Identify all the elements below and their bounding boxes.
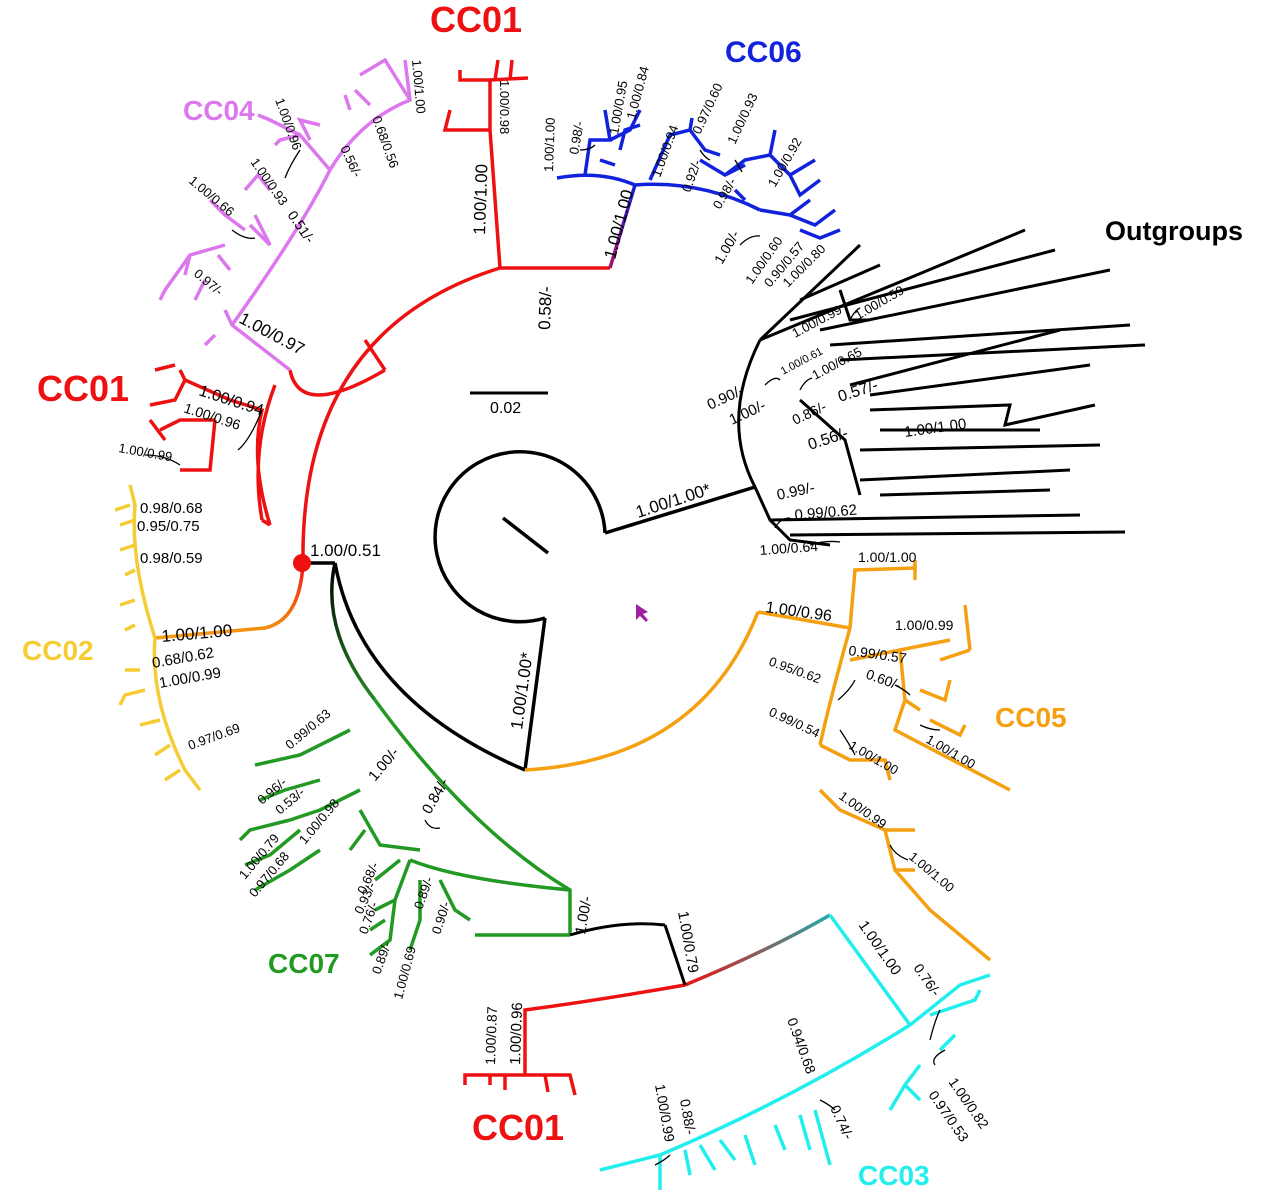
support-value: 0.57/- [836,377,880,406]
support-value: 0.74/- [827,1103,857,1143]
support-value: 0.98/0.68 [140,500,203,517]
mouse-cursor-icon [636,604,648,622]
support-value: 1.00/0.99 [895,617,954,633]
support-value: 0.76/- [911,961,945,1000]
cc06-subtree [556,109,841,240]
support-value: 0.86/- [790,398,830,428]
support-value: 0.58/- [535,286,556,330]
clade-label-outgroups: Outgroups [1105,216,1243,246]
support-value: 0.99/0.54 [767,704,822,741]
support-value: 0.68/0.56 [369,114,402,170]
clade-label-cc03: CC03 [858,1160,930,1191]
support-value: 0.90/- [429,900,454,936]
support-value: 1.00/- [572,895,595,936]
support-value: 1.00/0.98 [296,796,342,847]
support-value: 0.60/- [864,666,903,693]
support-value: 1.00/0.98 [497,80,512,134]
support-value: 1.00/- [365,744,403,784]
cc03-stem [684,913,831,987]
support-value: 1.00/- [711,227,743,266]
support-value: 0.89/- [369,940,394,976]
support-value: 0.98/- [566,120,587,155]
cc07-stem [330,562,377,702]
support-value: 1.00/1.00 [601,188,638,261]
support-value: 1.00/0.94 [649,123,682,179]
clade-label-cc07: CC07 [268,948,340,979]
cc01-backbone [256,129,610,564]
cc01-top-subtree [442,59,529,132]
support-value: 1.00/0.87 [482,1006,500,1065]
clade-label-cc02: CC02 [22,635,94,666]
support-value: 1.00/1.00 [924,732,978,772]
cc02-stem [154,562,305,640]
support-value: 0.97/0.60 [689,81,726,136]
support-value: 0.56/- [806,425,850,454]
cc05-backbone [524,610,851,772]
clade-label-cc06: CC06 [725,36,802,69]
support-value: 1.00/0.99 [652,1083,678,1143]
cc01-bottom-stem-2 [569,922,666,937]
support-value: 0.99/- [775,479,816,504]
support-value: 1.00/0.99 [789,302,844,341]
support-value: 1.00/1.00 [903,415,967,441]
support-value: 0.95/0.62 [767,654,823,687]
support-value: 0.97/0.69 [186,720,242,753]
support-value: 1.00/0.99 [836,788,889,831]
outgroup-subtree [737,228,1146,547]
cc05-subtree [818,560,1011,962]
support-value: 1.00/0.93 [724,91,761,146]
pointer-arrows [144,144,946,1166]
support-value: 1.00/0.64 [759,538,819,558]
support-value: 1.00/1.00 [906,849,957,895]
clade-label-cc01-left: CC01 [37,368,129,409]
support-value: 1.00/1.00 [470,164,491,236]
scale-bar-label: 0.02 [490,400,521,417]
support-value: 0.95/0.75 [137,518,200,535]
support-values: 1.00/1.00* 1.00/1.00* 1.00/0.51 1.00/1.0… [117,59,992,1145]
support-value: 0.89/- [411,875,436,911]
support-value: 1.00/0.69 [390,945,419,1001]
clade-label-cc01-top: CC01 [430,0,522,40]
cc01-left-subtree [148,363,272,526]
clade-label-cc01-bottom: CC01 [472,1107,564,1148]
cc02-subtree [114,484,202,792]
clade-label-cc05: CC05 [995,702,1067,733]
support-value: 1.00/1.00 [541,117,558,172]
support-value: 0.98/0.59 [140,550,203,567]
support-value: 1.00/0.96 [507,1002,526,1065]
cc01-bottom-subtree [463,983,686,1096]
support-value: 1.00/1.00 [847,738,901,778]
support-value: 1.00/0.66 [186,173,237,219]
support-value: 1.00/0.97 [236,309,308,359]
support-value: 1.00/1.00 [409,59,429,114]
support-value: 0.56/- [337,143,365,179]
calibration-node-marker [293,554,311,572]
cc06-stem [608,184,637,269]
support-value: 0.84/- [419,775,453,817]
root-backbone [303,449,756,772]
clade-label-cc04: CC04 [183,95,255,126]
support-value: 0.99/0.62 [794,502,858,524]
support-value: 1.00/0.99 [117,440,173,464]
cc03-subtree [599,913,991,1190]
support-value: 1.00/1.00* [633,480,713,522]
support-value: 1.00/1.00 [858,549,917,565]
cc01-bottom-stem [663,924,687,986]
cc07-subtree [238,698,572,957]
support-value: 0.99/0.63 [282,706,333,752]
support-value: 1.00/1.00 [855,918,905,979]
support-value: 1.00/0.96 [764,599,833,625]
support-value: 0.99/0.57 [848,642,908,666]
support-value: 0.94/0.68 [784,1016,819,1077]
cc04-subtree [158,57,412,372]
support-value: 1.00/1.00 [161,621,233,646]
support-value: 0.88/- [677,1098,699,1136]
support-value: 1.00/0.51 [310,541,381,560]
